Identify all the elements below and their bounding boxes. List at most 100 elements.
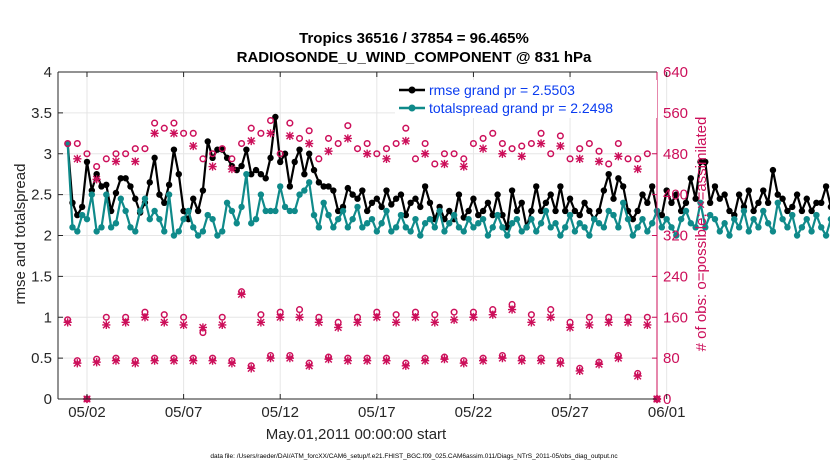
- data-point: [426, 215, 434, 223]
- obs-possible-point: [353, 145, 362, 153]
- data-point: [170, 146, 178, 153]
- obs-possible-point: [382, 145, 391, 153]
- obs-assimilated-point: [450, 315, 459, 324]
- data-point: [634, 224, 641, 231]
- legend-rmse-label: rmse grand pr = 2.5503: [429, 82, 575, 98]
- data-point: [639, 191, 646, 198]
- obs-assimilated-point: [102, 320, 111, 330]
- obs-possible-point: [73, 139, 81, 148]
- y-right-tick-label: 640: [663, 64, 688, 81]
- data-point: [518, 228, 525, 235]
- data-point: [615, 224, 622, 231]
- data-point: [373, 195, 381, 202]
- data-point: [648, 183, 656, 190]
- obs-possible-point: [460, 155, 468, 163]
- data-point: [605, 170, 612, 178]
- data-point: [716, 195, 723, 202]
- data-point: [547, 224, 554, 231]
- data-point: [112, 189, 120, 197]
- data-point: [803, 195, 810, 202]
- obs-assimilated-point: [227, 359, 237, 368]
- obs-assimilated-point: [169, 129, 179, 138]
- obs-assimilated-point: [565, 323, 575, 332]
- data-point: [175, 228, 182, 235]
- obs-assimilated-point: [63, 318, 72, 327]
- data-point: [296, 146, 303, 153]
- obs-assimilated-point: [189, 356, 198, 365]
- data-point: [190, 224, 197, 231]
- data-point: [673, 191, 680, 198]
- x-tick-label: 05/22: [455, 404, 493, 421]
- data-point: [305, 150, 313, 157]
- obs-possible-point: [576, 145, 584, 153]
- obs-possible-point: [498, 139, 506, 148]
- data-point: [98, 183, 105, 190]
- obs-assimilated-point: [401, 136, 410, 146]
- data-point: [441, 228, 448, 235]
- data-point: [78, 203, 86, 211]
- data-point: [127, 183, 134, 190]
- data-point: [595, 207, 603, 215]
- obs-possible-point: [547, 150, 555, 158]
- data-point: [798, 207, 806, 215]
- data-point: [262, 207, 269, 215]
- data-point: [552, 220, 559, 227]
- obs-assimilated-point: [237, 290, 246, 299]
- obs-possible-point: [440, 150, 449, 158]
- obs-possible-point: [518, 142, 526, 150]
- data-point: [479, 207, 487, 215]
- obs-assimilated-point: [421, 149, 430, 158]
- y-right-tick-label: 480: [663, 146, 688, 163]
- obs-possible-point: [112, 150, 120, 158]
- obs-assimilated-point: [594, 360, 604, 369]
- obs-assimilated-point: [285, 131, 294, 140]
- data-point: [499, 211, 506, 219]
- data-point: [735, 224, 743, 231]
- y-right-tick-label: 400: [663, 187, 688, 204]
- data-point: [228, 207, 236, 215]
- x-tick-label: 05/02: [68, 404, 106, 421]
- obs-assimilated-point: [121, 318, 130, 327]
- data-point: [460, 214, 467, 221]
- data-point: [161, 228, 168, 235]
- obs-possible-point: [295, 306, 304, 314]
- data-point: [591, 215, 598, 223]
- data-point: [151, 207, 158, 215]
- data-point: [334, 215, 342, 223]
- data-point: [180, 215, 187, 223]
- data-point: [277, 158, 284, 166]
- data-point: [112, 220, 120, 227]
- data-point: [769, 166, 777, 174]
- obs-possible-point: [392, 311, 400, 319]
- data-point: [721, 191, 728, 198]
- y-tick-label: 1: [44, 309, 52, 326]
- data-point: [523, 224, 530, 231]
- y-tick-label: 1.5: [31, 268, 52, 285]
- obs-possible-point: [122, 150, 130, 158]
- data-point: [755, 224, 762, 231]
- y-tick-label: 3: [44, 146, 52, 163]
- obs-assimilated-point: [421, 356, 430, 365]
- obs-possible-point: [547, 306, 555, 314]
- data-point: [687, 220, 695, 227]
- data-point: [426, 199, 434, 206]
- data-point: [132, 195, 139, 202]
- obs-possible-point: [257, 129, 265, 137]
- data-point: [320, 183, 327, 190]
- obs-possible-point: [315, 155, 323, 163]
- data-point: [581, 224, 588, 231]
- obs-possible-point: [266, 116, 275, 125]
- data-point: [793, 191, 801, 198]
- data-point: [339, 207, 347, 215]
- obs-possible-point: [334, 139, 342, 148]
- obs-assimilated-point: [189, 141, 198, 151]
- data-point: [470, 224, 477, 231]
- legend-spread-label: totalspread grand pr = 2.2498: [429, 100, 613, 116]
- data-point: [78, 211, 86, 219]
- obs-assimilated-point: [401, 361, 410, 370]
- data-point: [779, 195, 786, 202]
- data-point: [190, 195, 197, 202]
- series-8: [73, 354, 662, 404]
- data-point: [344, 184, 352, 192]
- data-point: [69, 224, 76, 231]
